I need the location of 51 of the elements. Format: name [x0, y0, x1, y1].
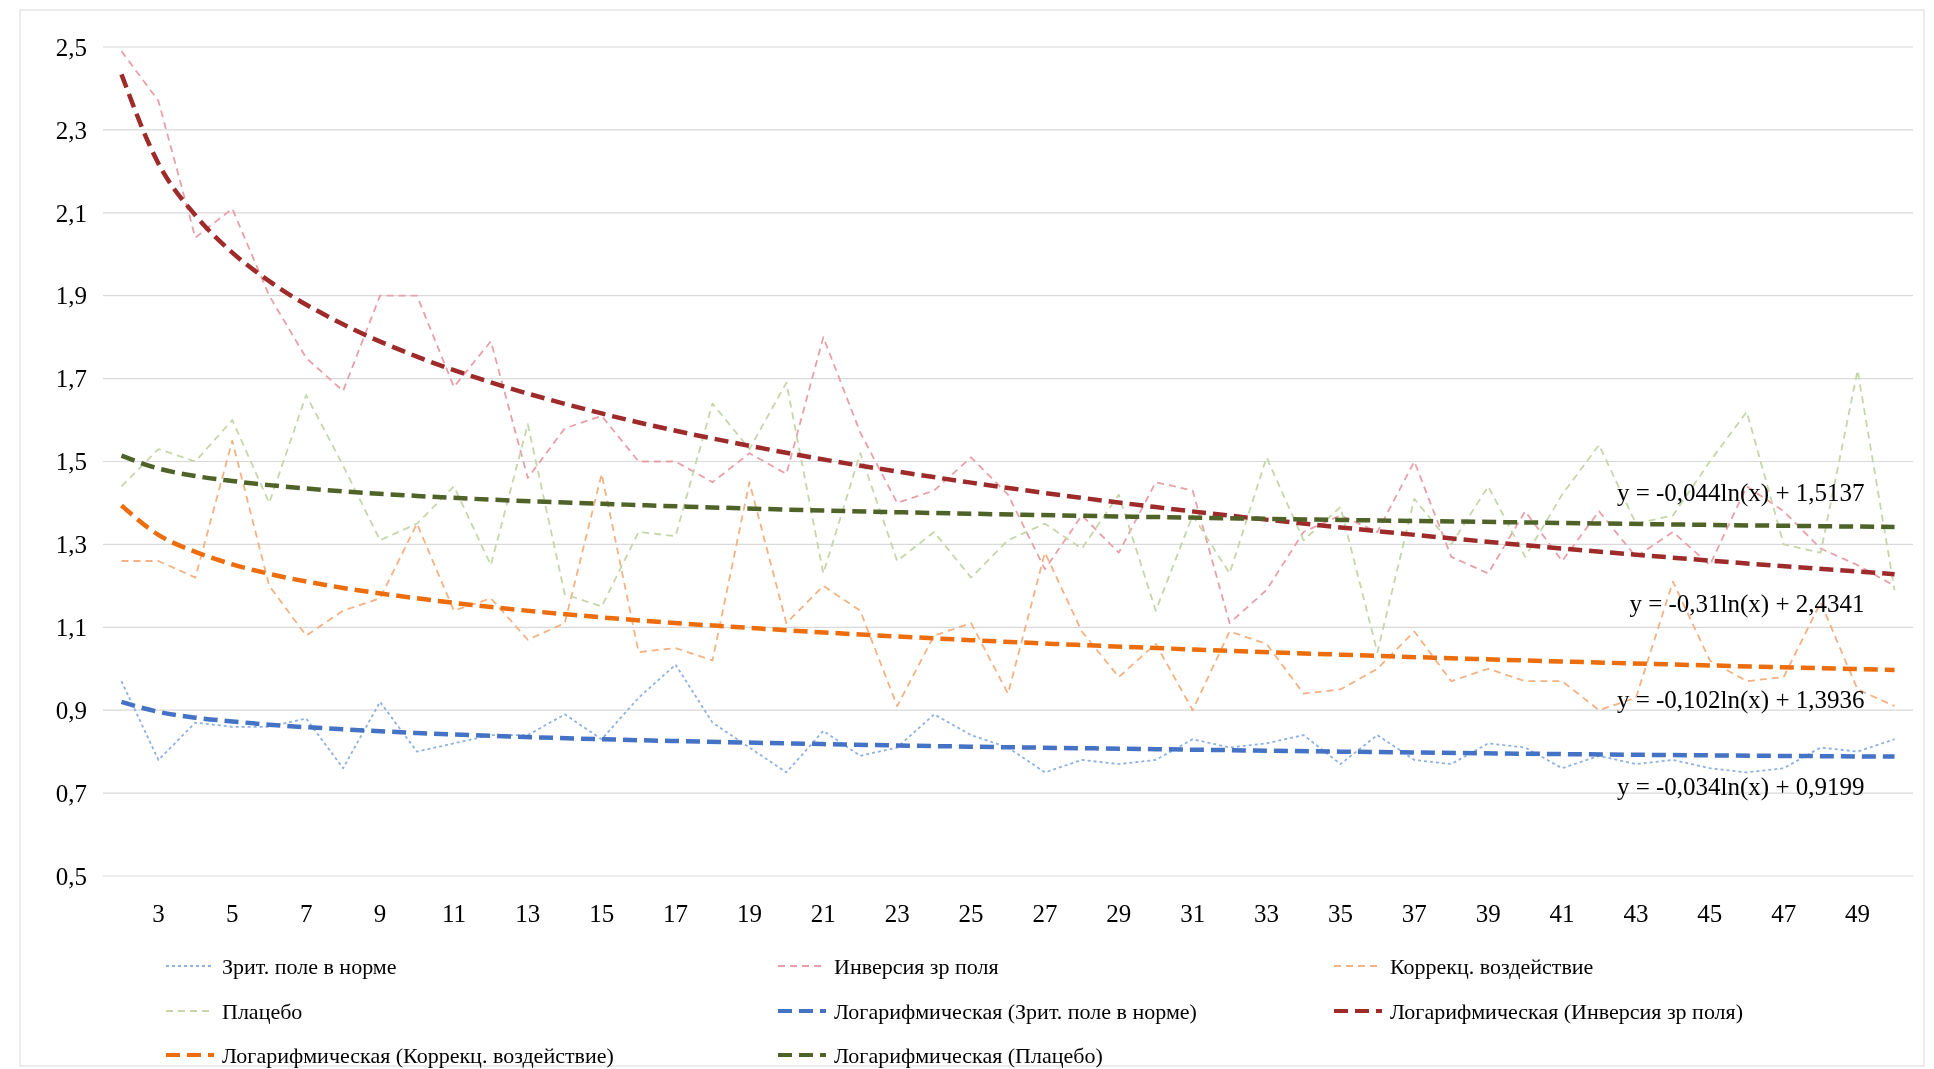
legend-label: Зрит. поле в норме [222, 953, 397, 979]
legend-label: Логарифмическая (Зрит. поле в норме) [834, 998, 1197, 1024]
y-tick-label: 2,1 [55, 199, 87, 227]
x-tick-label: 43 [1623, 900, 1649, 927]
legend-label: Плацебо [222, 998, 303, 1024]
line-series [119, 453, 1897, 530]
legend-label: Инверсия зр поля [834, 953, 999, 979]
legend-label: Коррекц. воздействие [1390, 953, 1594, 979]
y-tick-label: 2,5 [55, 33, 87, 61]
x-tick-label: 7 [299, 900, 313, 927]
x-tick-label: 19 [736, 900, 762, 927]
x-tick-label: 15 [589, 900, 615, 927]
y-tick-label: 2,3 [55, 116, 87, 144]
legend-label: Логарифмическая (Коррекц. воздействие) [222, 1042, 614, 1068]
annotation: y = -0,044ln(x) + 1,5137 [1616, 478, 1865, 507]
annotation: y = -0,31ln(x) + 2,4341 [1629, 590, 1865, 619]
x-tick-label: 49 [1845, 900, 1871, 927]
y-tick-label: 1,7 [55, 365, 87, 393]
x-tick-label: 25 [958, 900, 984, 927]
annotation: y = -0,034ln(x) + 0,9199 [1616, 772, 1865, 801]
x-tick-label: 11 [441, 900, 466, 927]
annotation: y = -0,102ln(x) + 1,3936 [1616, 685, 1865, 714]
line-series [120, 663, 1896, 774]
x-tick-label: 21 [810, 900, 836, 927]
y-tick-label: 0,7 [55, 779, 87, 807]
legend-label: Логарифмическая (Плацебо) [834, 1042, 1103, 1068]
legend-label: Логарифмическая (Инверсия зр поля) [1390, 998, 1744, 1024]
x-tick-label: 9 [373, 900, 387, 927]
x-tick-label: 31 [1180, 900, 1206, 927]
x-tick-label: 37 [1401, 900, 1427, 927]
x-tick-label: 5 [226, 900, 239, 927]
x-tick-label: 47 [1771, 900, 1797, 927]
x-tick-label: 27 [1032, 900, 1058, 927]
y-tick-label: 0,9 [55, 696, 87, 724]
x-tick-label: 39 [1475, 900, 1501, 927]
line-series [120, 439, 1896, 712]
x-tick-label: 13 [515, 900, 541, 927]
x-tick-label: 41 [1549, 900, 1575, 927]
y-tick-label: 0,5 [55, 862, 87, 890]
x-tick-label: 23 [884, 900, 910, 927]
x-tick-label: 3 [152, 900, 165, 927]
y-tick-label: 1,5 [55, 448, 87, 476]
x-tick-label: 29 [1106, 900, 1132, 927]
x-tick-label: 35 [1327, 900, 1353, 927]
x-tick-label: 33 [1254, 900, 1280, 927]
y-tick-label: 1,9 [55, 282, 87, 310]
y-tick-label: 1,1 [55, 614, 87, 642]
line-series [120, 369, 1896, 654]
x-tick-label: 45 [1697, 900, 1723, 927]
x-tick-label: 17 [663, 900, 689, 927]
y-tick-label: 1,3 [55, 531, 87, 559]
